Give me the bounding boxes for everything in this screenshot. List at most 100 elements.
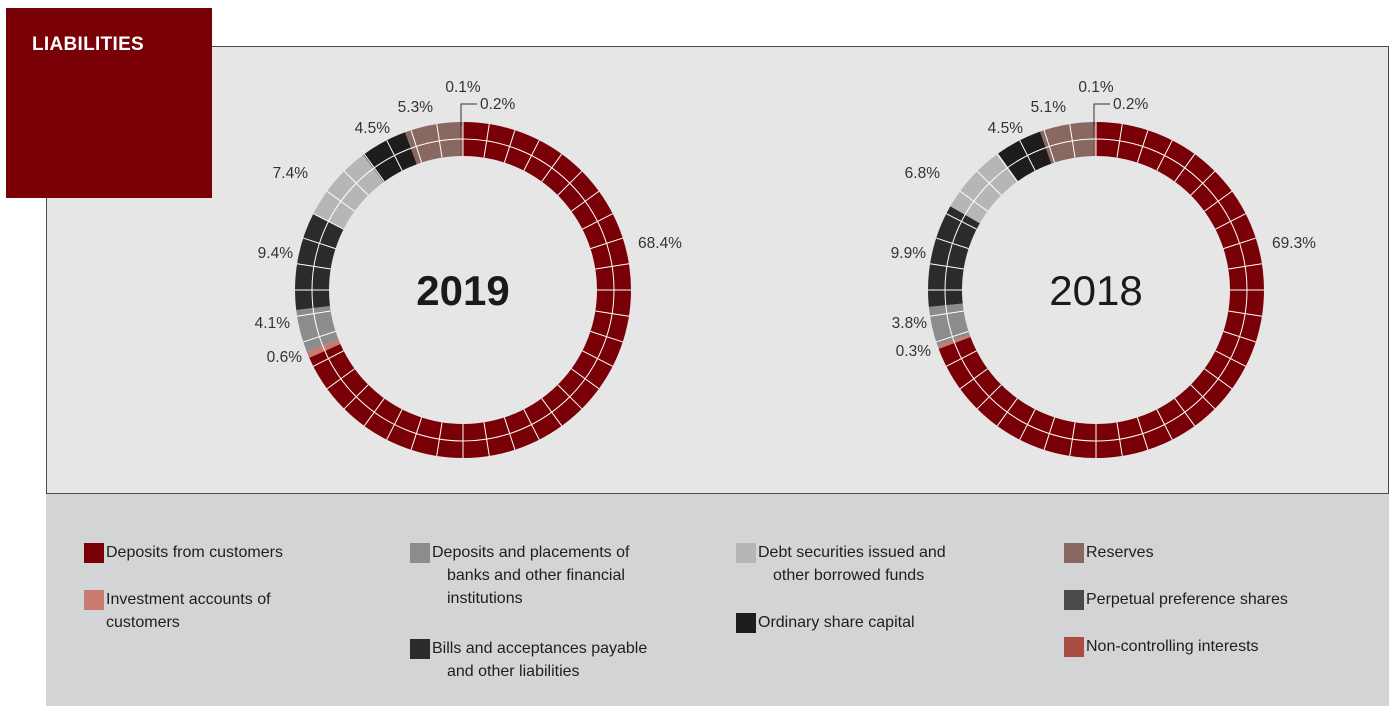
legend-swatch-ordinary-share-capital bbox=[736, 613, 756, 633]
donut-tick bbox=[523, 140, 540, 171]
legend-swatch-bills-acceptances bbox=[410, 639, 430, 659]
donut-tick bbox=[1043, 417, 1056, 450]
legend-swatch-perpetual-preference bbox=[1064, 590, 1084, 610]
page-title: LIABILITIES bbox=[32, 34, 145, 55]
donut-grid bbox=[295, 122, 631, 458]
donut-tick bbox=[976, 170, 1002, 196]
pct-label-bills-acceptances: 9.4% bbox=[258, 245, 294, 262]
donut-tick bbox=[1043, 130, 1056, 163]
donut-tick bbox=[410, 417, 423, 450]
donut-tick bbox=[595, 310, 630, 317]
legend-swatch-deposits-banks bbox=[410, 543, 430, 563]
legend-label: Deposits and placements of bbox=[432, 544, 630, 561]
legend-item-reserves: Reserves bbox=[1064, 543, 1154, 564]
legend-label: Bills and acceptances payable bbox=[432, 640, 648, 657]
donut-tick bbox=[386, 409, 403, 440]
legend-item-debt-securities: Debt securities issued and other borrowe… bbox=[736, 543, 946, 587]
donut-tick bbox=[936, 237, 969, 250]
legend-label: Debt securities issued and bbox=[758, 544, 946, 561]
donut-tick bbox=[929, 310, 964, 317]
legend-swatch-reserves bbox=[1064, 543, 1084, 563]
legend-label-cont: other borrowed funds bbox=[773, 567, 925, 584]
donut-tick bbox=[1228, 310, 1263, 317]
donut-tick bbox=[303, 237, 336, 250]
donut-tick bbox=[1156, 409, 1173, 440]
donut-tick bbox=[363, 398, 385, 427]
donut-tick bbox=[313, 213, 344, 230]
donut-tick bbox=[1223, 330, 1256, 343]
pct-label-bills-acceptances: 9.9% bbox=[891, 245, 927, 262]
donut-2019: 2019 68.4% 0.6% 4.1% 9.4% 7.4% 4.5% 5.3% 0.1%0.2… bbox=[255, 79, 682, 458]
donut-tick bbox=[1019, 409, 1036, 440]
donut-tick bbox=[1228, 263, 1263, 270]
legend-swatch-deposits-customers bbox=[84, 543, 104, 563]
leader-line bbox=[1093, 103, 1110, 126]
pct-label-perpetual-preference: 0.1% bbox=[445, 79, 481, 96]
donut-tick bbox=[523, 409, 540, 440]
donut-tick bbox=[541, 153, 563, 182]
legend-label: Reserves bbox=[1086, 544, 1154, 561]
donut-tick bbox=[936, 330, 969, 343]
year-label: 2018 bbox=[1049, 267, 1142, 314]
pct-label-debt-securities: 6.8% bbox=[905, 165, 941, 182]
donut-tick bbox=[483, 123, 490, 158]
year-label: 2019 bbox=[416, 267, 509, 314]
pct-label-debt-securities: 7.4% bbox=[273, 165, 309, 182]
donut-segment-bills-acceptances bbox=[294, 213, 344, 311]
legend-item-deposits-banks: Deposits and placements of banks and oth… bbox=[410, 543, 629, 610]
legend-swatch-investment-accounts bbox=[84, 590, 104, 610]
donut-tick bbox=[1116, 123, 1123, 158]
donut-tick bbox=[1116, 422, 1123, 457]
donut-tick bbox=[1215, 213, 1246, 230]
donut-tick bbox=[996, 398, 1018, 427]
legend-label: Investment accounts of bbox=[106, 591, 271, 608]
legend-item-non-controlling: Non-controlling interests bbox=[1064, 637, 1259, 658]
leader-line bbox=[460, 103, 477, 126]
donut-tick bbox=[571, 368, 600, 390]
donut-tick bbox=[1069, 123, 1076, 158]
donut-tick bbox=[296, 310, 331, 317]
donut-tick bbox=[363, 153, 385, 182]
donut-tick bbox=[1223, 237, 1256, 250]
pct-label-deposits-customers: 69.3% bbox=[1272, 235, 1316, 252]
donut-tick bbox=[929, 263, 964, 270]
donut-tick bbox=[326, 190, 355, 212]
donut-tick bbox=[1136, 417, 1149, 450]
donut-tick bbox=[1174, 153, 1196, 182]
title-box: LIABILITIES bbox=[6, 8, 212, 198]
donut-tick bbox=[1204, 190, 1233, 212]
legend-item-deposits-customers: Deposits from customers bbox=[84, 543, 283, 564]
donut-tick bbox=[1190, 170, 1216, 196]
donut-tick bbox=[483, 422, 490, 457]
legend-label: Ordinary share capital bbox=[758, 614, 915, 631]
donut-tick bbox=[582, 350, 613, 367]
legend-item-perpetual-preference: Perpetual preference shares bbox=[1064, 590, 1288, 611]
legend-item-ordinary-share-capital: Ordinary share capital bbox=[736, 613, 915, 634]
donut-charts: 201968.4%0.6%4.1%9.4%7.4%4.5%5.3%0.1%0.2… bbox=[255, 79, 1316, 459]
pct-label-non-controlling: 0.2% bbox=[480, 96, 516, 113]
donut-tick bbox=[959, 368, 988, 390]
donut-tick bbox=[959, 190, 988, 212]
legend-item-bills-acceptances: Bills and acceptances payable and other … bbox=[410, 639, 647, 683]
pct-label-ordinary-share-capital: 4.5% bbox=[988, 120, 1024, 137]
legend-label-cont: and other liabilities bbox=[447, 663, 580, 680]
legend-label: Non-controlling interests bbox=[1086, 638, 1259, 655]
donut-tick bbox=[503, 130, 516, 163]
donut-tick bbox=[996, 153, 1018, 182]
legend-panel: Deposits from customers Investment accou… bbox=[46, 494, 1389, 706]
legend-item-investment-accounts: Investment accounts of customers bbox=[84, 590, 271, 634]
donut-tick bbox=[1204, 368, 1233, 390]
donut-tick bbox=[571, 190, 600, 212]
donut-tick bbox=[946, 213, 977, 230]
donut-tick bbox=[946, 350, 977, 367]
donut-tick bbox=[343, 170, 369, 196]
donut-2018: 2018 69.3% 0.3% 3.8% 9.9% 6.8% 4.5% 5.1% 0.1%0.2… bbox=[891, 79, 1316, 459]
pct-label-deposits-banks: 3.8% bbox=[892, 315, 928, 332]
donut-tick bbox=[595, 263, 630, 270]
pct-label-reserves: 5.3% bbox=[398, 99, 434, 116]
legend-label: Deposits from customers bbox=[106, 544, 283, 561]
donut-tick bbox=[1069, 422, 1076, 457]
donut-tick bbox=[1215, 350, 1246, 367]
pct-label-investment-accounts: 0.3% bbox=[896, 343, 932, 360]
donut-segment-reserves bbox=[1040, 122, 1094, 164]
